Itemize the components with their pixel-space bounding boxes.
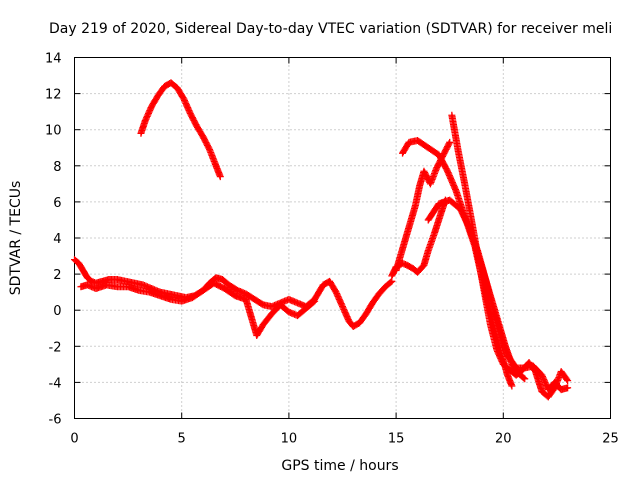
chart-title: Day 219 of 2020, Sidereal Day-to-day VTE… <box>49 21 612 37</box>
series-satellite-4 <box>392 138 454 274</box>
x-tick-label: 0 <box>70 432 78 447</box>
data-point <box>446 138 454 146</box>
data-point <box>387 278 395 286</box>
y-tick-label: 14 <box>45 52 62 67</box>
data-point <box>564 377 572 385</box>
data-point <box>563 375 571 383</box>
series-satellite-7 <box>448 111 572 401</box>
data-point <box>310 298 318 306</box>
data-point <box>521 375 529 383</box>
series-satellite-2 <box>77 279 319 339</box>
y-axis-tick-labels: -6 -4 -2 0 2 4 6 8 10 12 14 <box>45 52 62 428</box>
axis-ticks <box>74 57 611 419</box>
data-point <box>445 140 453 148</box>
x-tick-label: 5 <box>178 432 186 447</box>
y-tick-label: -4 <box>49 376 62 391</box>
series-satellite-3 <box>137 79 224 181</box>
data-points <box>71 79 572 401</box>
data-point <box>441 196 449 204</box>
y-tick-label: 6 <box>53 196 61 211</box>
y-tick-label: 8 <box>53 160 61 175</box>
data-point <box>311 297 319 305</box>
x-tick-label: 20 <box>495 432 512 447</box>
y-tick-label: -6 <box>49 413 62 428</box>
y-tick-label: 0 <box>53 304 61 319</box>
x-tick-label: 10 <box>281 432 298 447</box>
series-satellite-9 <box>471 245 516 390</box>
x-tick-label: 25 <box>602 432 619 447</box>
x-axis-tick-labels: 0 5 10 15 20 25 <box>70 432 618 447</box>
y-axis-label: SDTVAR / TECUs <box>8 181 24 296</box>
series-satellite-6 <box>424 196 572 394</box>
data-point <box>564 384 572 392</box>
y-tick-label: 2 <box>53 268 61 283</box>
x-axis-label: GPS time / hours <box>281 458 398 474</box>
data-point <box>520 374 528 382</box>
series-satellite-8 <box>388 196 449 280</box>
data-point <box>216 173 224 181</box>
y-tick-label: 4 <box>53 232 61 247</box>
y-tick-label: -2 <box>49 340 62 355</box>
data-point <box>508 382 516 390</box>
y-tick-label: 12 <box>45 88 62 103</box>
x-tick-label: 15 <box>388 432 405 447</box>
y-tick-label: 10 <box>45 124 62 139</box>
